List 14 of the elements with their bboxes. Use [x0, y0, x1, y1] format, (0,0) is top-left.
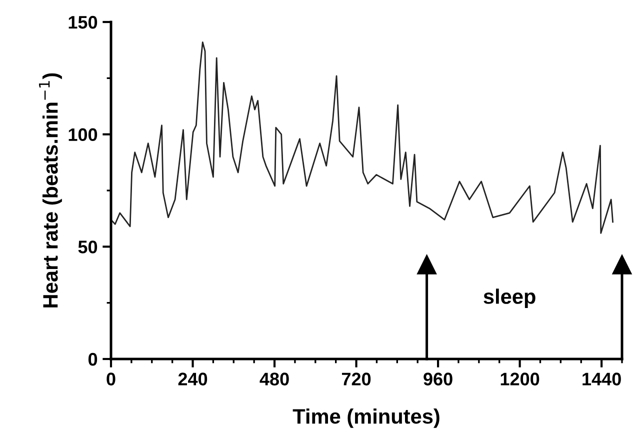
x-tick-label: 480	[260, 372, 289, 386]
y-tick-label: 50	[78, 240, 98, 254]
y-axis-title: Heart rate (beats.min$^{−1}$)	[39, 73, 62, 308]
y-tick-label: 100	[68, 128, 98, 142]
x-tick-label: 1440	[582, 372, 621, 386]
x-axis-title: Time (minutes)	[292, 408, 440, 428]
annotation: sleep	[484, 288, 536, 308]
y-tick-label: 150	[68, 16, 98, 29]
x-tick-label: 0	[106, 372, 116, 386]
x-tick-label: 720	[342, 372, 371, 386]
x-tick-label: 240	[178, 372, 208, 386]
x-tick-label: 1200	[500, 372, 540, 386]
y-tick-label: 0	[88, 352, 98, 366]
x-tick-label: 960	[424, 372, 452, 386]
